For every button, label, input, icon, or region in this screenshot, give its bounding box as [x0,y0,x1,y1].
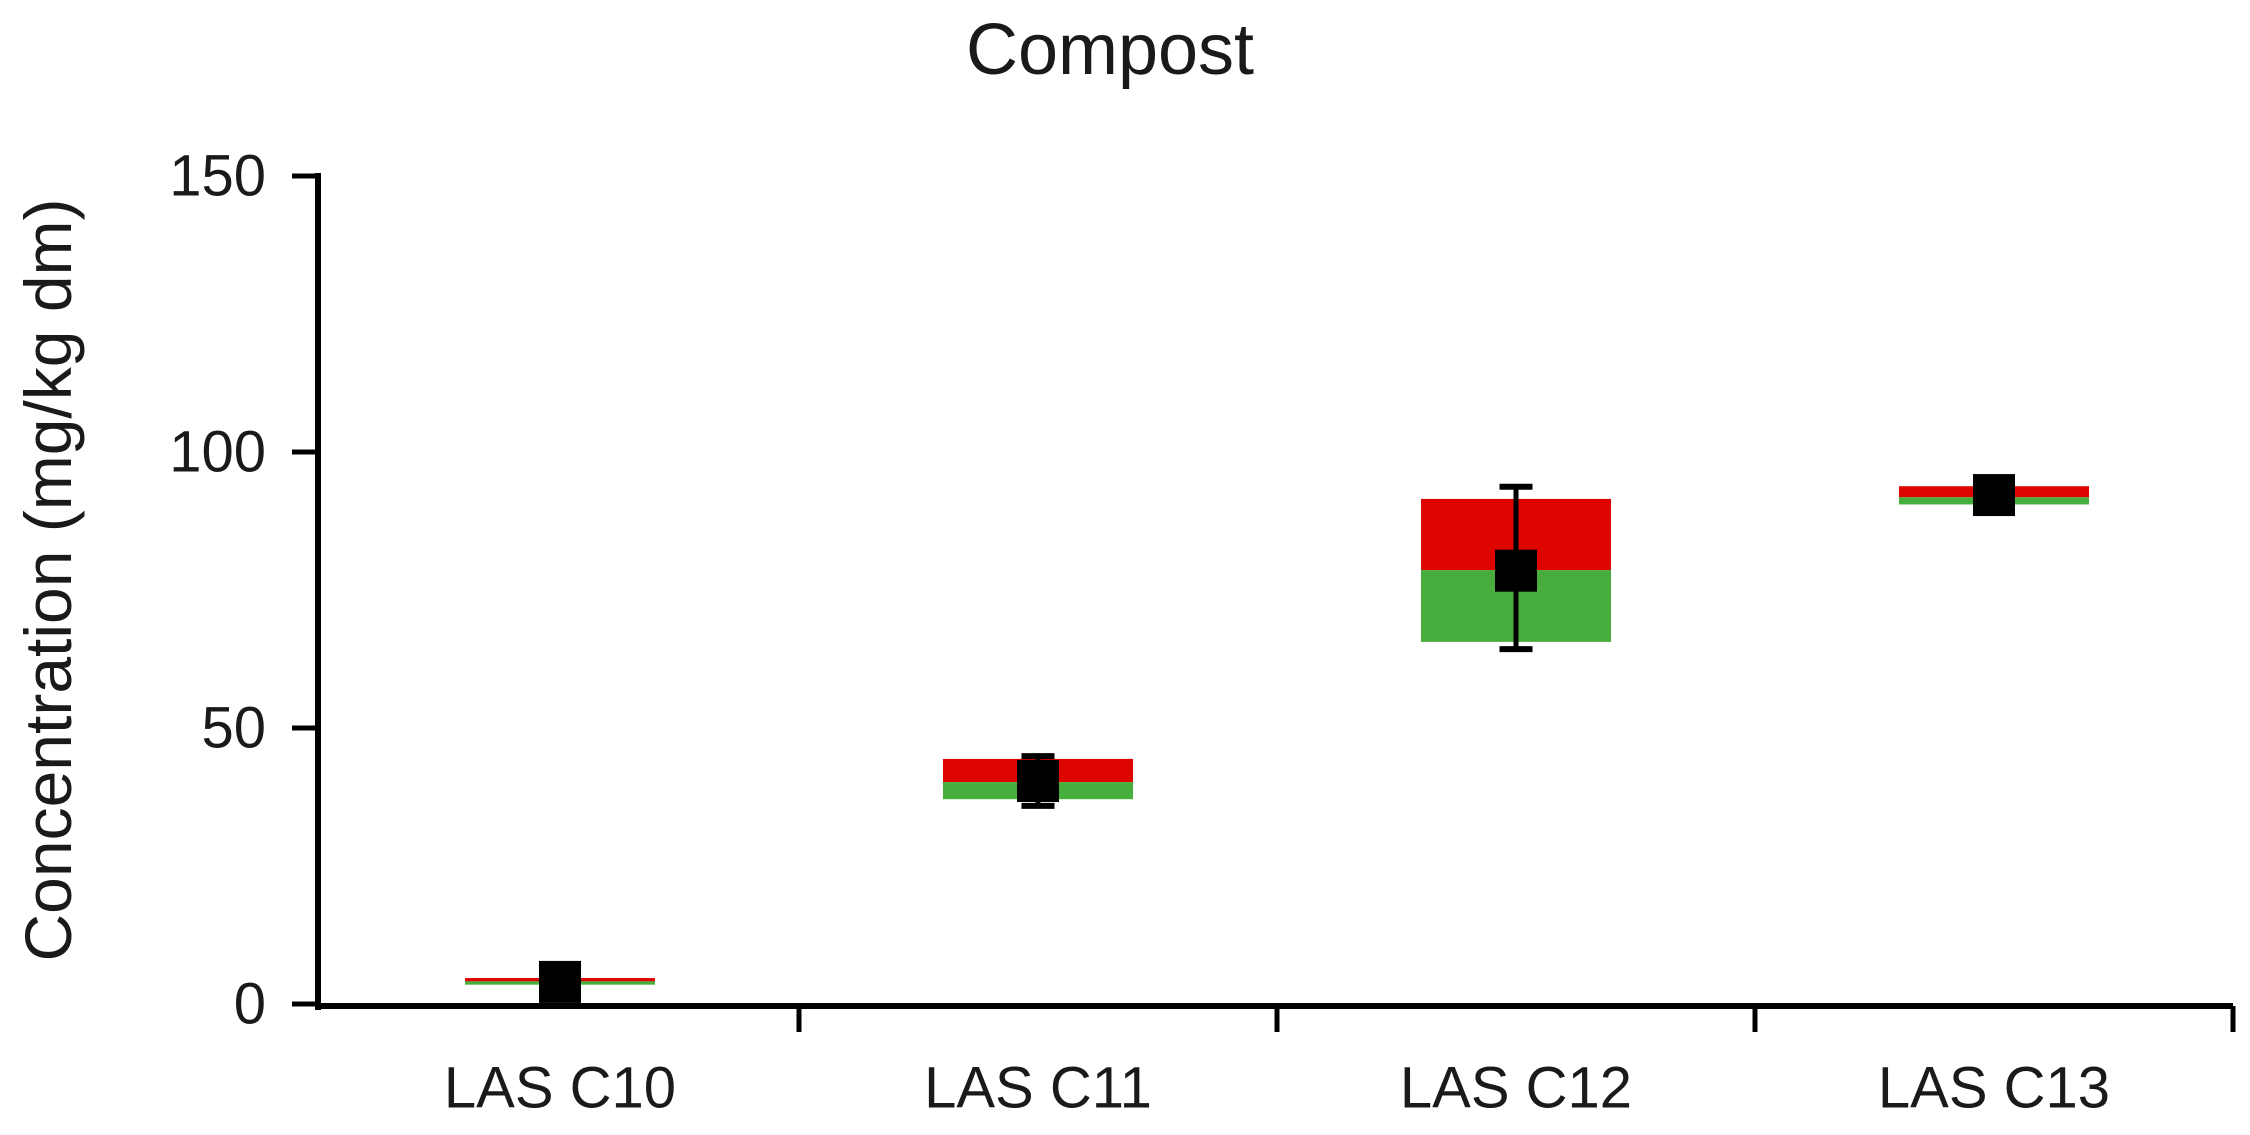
x-category-label-las-c11: LAS C11 [924,1056,1152,1121]
y-tick-label-150: 150 [169,144,266,209]
x-category-label-las-c13: LAS C13 [1878,1056,2110,1121]
x-category-label-las-c10: LAS C10 [444,1056,676,1121]
chart-title: Compost [965,10,1255,90]
mean-marker-las-c10 [539,960,581,1003]
mean-marker-las-c13 [1973,474,2015,517]
y-tick-label-100: 100 [169,420,266,485]
mean-marker-las-c11 [1017,759,1059,802]
x-category-label-las-c12: LAS C12 [1400,1056,1632,1121]
mean-marker-las-c12 [1495,549,1537,592]
y-tick-label-0: 0 [234,972,266,1037]
y-tick-label-50: 50 [201,696,266,761]
